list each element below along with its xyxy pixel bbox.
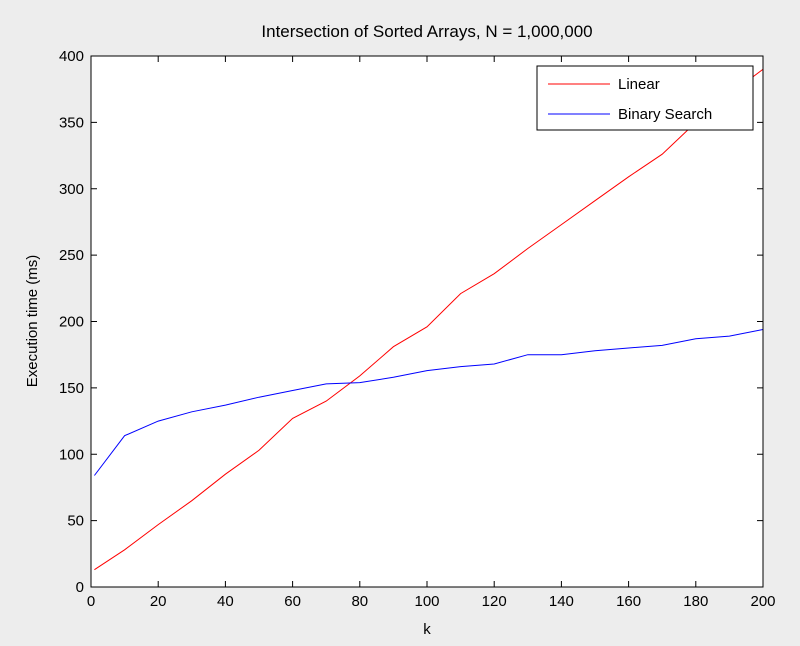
y-tick-label: 300 xyxy=(59,181,84,198)
legend: Linear Binary Search xyxy=(536,65,754,131)
series-layer xyxy=(94,68,764,571)
y-tick-label: 400 xyxy=(59,48,84,65)
legend-box xyxy=(536,65,754,131)
y-axis-title: Execution time (ms) xyxy=(24,255,41,388)
y-tick-label: 350 xyxy=(59,114,84,131)
plot-area xyxy=(91,56,763,587)
x-tick-label: 0 xyxy=(87,593,95,610)
legend-label: Linear xyxy=(618,76,660,93)
y-tick-label: 250 xyxy=(59,247,84,264)
x-tick-label: 60 xyxy=(284,593,301,610)
axes-layer: 0 20 40 60 80 100 120 140 160 180 200 0 50 100 150 200 2… xyxy=(59,48,776,610)
x-tick-label: 120 xyxy=(482,593,507,610)
x-tick-label: 100 xyxy=(414,593,439,610)
x-tick-label: 40 xyxy=(217,593,234,610)
y-tick-label: 150 xyxy=(59,380,84,397)
y-tick-label: 200 xyxy=(59,314,84,331)
series-line-binary-search xyxy=(94,329,764,476)
x-tick-label: 80 xyxy=(351,593,368,610)
y-tick-label: 100 xyxy=(59,446,84,463)
x-axis-title: k xyxy=(423,621,431,638)
legend-label: Binary Search xyxy=(618,106,712,123)
series-line-linear xyxy=(94,68,764,571)
x-tick-label: 20 xyxy=(150,593,167,610)
x-tick-label: 200 xyxy=(750,593,775,610)
x-tick-label: 180 xyxy=(683,593,708,610)
x-tick-label: 160 xyxy=(616,593,641,610)
chart-title: Intersection of Sorted Arrays, N = 1,000… xyxy=(261,22,592,41)
y-tick-label: 50 xyxy=(67,513,84,530)
y-tick-label: 0 xyxy=(76,579,84,596)
x-tick-label: 140 xyxy=(549,593,574,610)
